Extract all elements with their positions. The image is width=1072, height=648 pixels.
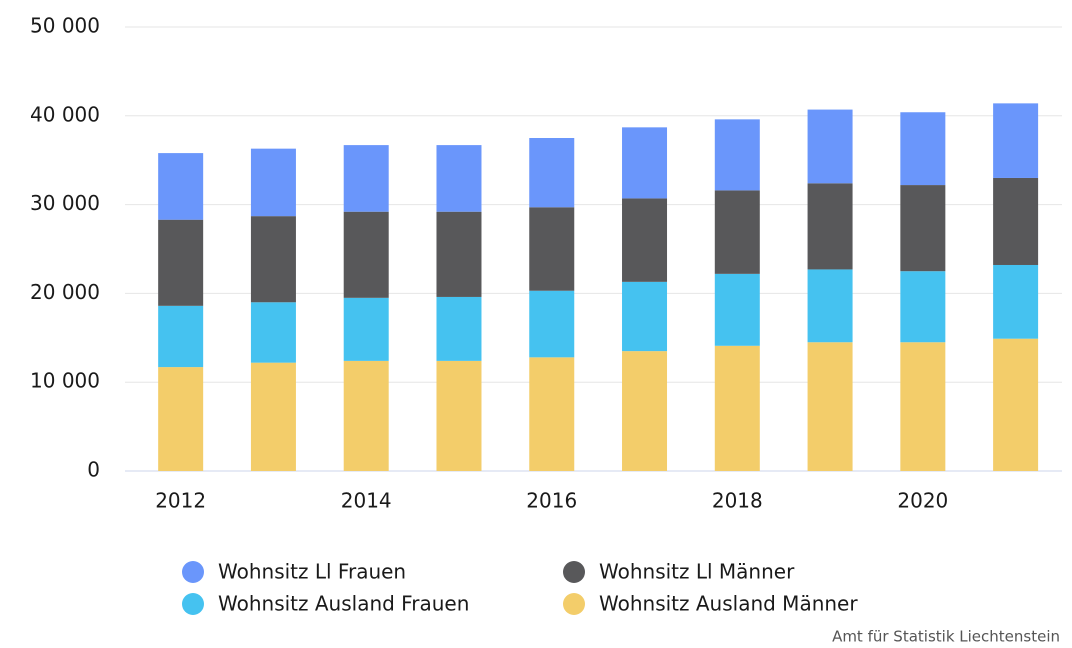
x-tick-label: 2018 — [712, 489, 763, 513]
legend-marker — [563, 593, 585, 615]
bar-segment — [343, 360, 389, 471]
bar-segment — [807, 269, 853, 343]
bar-segment — [529, 357, 575, 471]
bar-segment — [807, 109, 853, 184]
y-tick-label: 30 000 — [30, 191, 100, 215]
bar-segment — [714, 345, 760, 471]
legend-marker — [182, 561, 204, 583]
bar-segment — [158, 219, 204, 306]
source: Amt für Statistik Liechtenstein — [832, 628, 1060, 646]
x-tick-label: 2014 — [341, 489, 392, 513]
bar-segment — [714, 119, 760, 191]
bar-segment — [900, 112, 946, 186]
legend-marker — [182, 593, 204, 615]
bar-segment — [714, 190, 760, 274]
bar-segment — [343, 211, 389, 298]
bar-segment — [900, 342, 946, 471]
bar-segment — [807, 183, 853, 270]
bar-segment — [250, 362, 296, 471]
legend-label: Wohnsitz Ll Frauen — [218, 560, 406, 584]
bar-segment — [714, 273, 760, 346]
y-tick-label: 50 000 — [30, 14, 100, 38]
bar-segment — [529, 290, 575, 358]
bar-segment — [807, 342, 853, 471]
bar-segment — [436, 360, 482, 471]
bar-segment — [622, 351, 668, 471]
x-tick-label: 2016 — [526, 489, 577, 513]
bar-segment — [993, 177, 1039, 265]
bar-segment — [900, 271, 946, 343]
y-tick-label: 10 000 — [30, 369, 100, 393]
bar-segment — [529, 138, 575, 208]
bar-segment — [250, 216, 296, 303]
bar-segment — [993, 338, 1039, 471]
bar-segment — [993, 103, 1039, 178]
bar-segment — [343, 297, 389, 361]
bar-segment — [343, 145, 389, 212]
y-tick-label: 0 — [87, 458, 100, 482]
x-tick-label: 2012 — [155, 489, 206, 513]
bar-segment — [158, 367, 204, 471]
legend-label: Wohnsitz Ausland Frauen — [218, 592, 469, 616]
bar-segment — [158, 153, 204, 220]
bar-segment — [436, 296, 482, 361]
bar-segment — [158, 305, 204, 368]
bar-segment — [622, 281, 668, 352]
bar-segment — [250, 302, 296, 363]
bar-segment — [250, 148, 296, 217]
legend-label: Wohnsitz Ausland Männer — [599, 592, 858, 616]
bar-segment — [622, 198, 668, 282]
bar-segment — [622, 127, 668, 199]
y-tick-label: 40 000 — [30, 102, 100, 126]
x-tick-label: 2020 — [897, 489, 948, 513]
y-tick-label: 20 000 — [30, 280, 100, 304]
bar-segment — [900, 185, 946, 272]
bar-segment — [436, 211, 482, 297]
bar-segment — [529, 207, 575, 291]
legend-marker — [563, 561, 585, 583]
legend-label: Wohnsitz Ll Männer — [599, 560, 795, 584]
bar-segment — [993, 264, 1039, 339]
bar-segment — [436, 145, 482, 212]
